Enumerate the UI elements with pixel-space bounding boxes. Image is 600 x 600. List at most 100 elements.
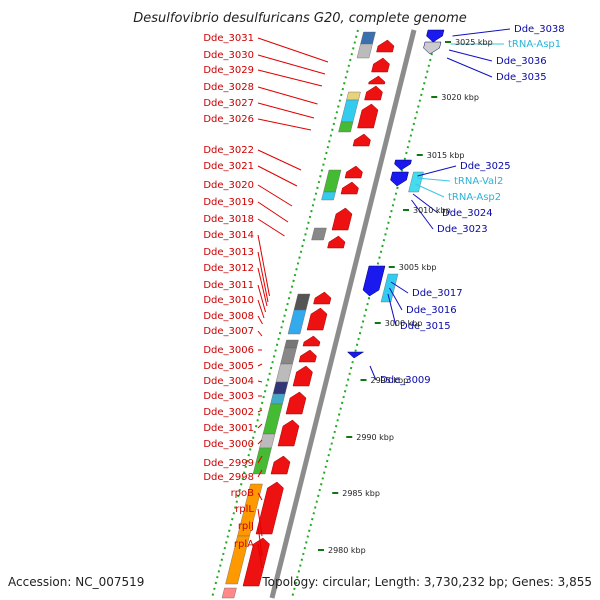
left-label-leader [257, 363, 263, 367]
right-label-leader [389, 287, 403, 311]
trna-label: tRNA-Asp1 [508, 39, 561, 50]
forward-gene-arrow [376, 39, 395, 53]
right-gene-label: Dde_3017 [412, 288, 463, 299]
forward-gene-arrow [270, 455, 291, 475]
forward-gene-arrow [255, 481, 284, 535]
reverse-gene-arrow [423, 41, 442, 55]
right-gene-labels: Dde_3038 tRNA-Asp1 Dde_3036 Dde_3035 Dde_302… [369, 24, 565, 386]
cog-color-band [272, 381, 289, 395]
right-gene-label: Dde_3023 [437, 224, 488, 235]
left-gene-label: Dde_3018 [203, 214, 254, 225]
left-label-leader [257, 267, 268, 307]
left-gene-label: Dde_3000 [203, 439, 254, 450]
cog-color-band [225, 535, 250, 585]
right-gene-label: Dde_3009 [380, 375, 431, 386]
left-label-leader [257, 492, 263, 501]
forward-gene-arrow [327, 235, 346, 249]
cog-color-band [259, 433, 276, 449]
right-gene-label: Dde_3025 [460, 161, 511, 172]
cog-color-band [270, 393, 286, 405]
left-label-leader [257, 525, 263, 557]
scale-tick-label: 3025 kbp [455, 38, 493, 47]
right-gene-label: Dde_3035 [496, 72, 547, 83]
trna-label: tRNA-Val2 [454, 176, 503, 187]
forward-gene-arrow [277, 419, 300, 447]
left-gene-label: Dde_3022 [203, 145, 254, 156]
cog-color-band [293, 293, 311, 311]
left-label-leader [257, 37, 329, 63]
right-label-leader [446, 57, 493, 78]
forward-gene-arrow [357, 103, 379, 129]
forward-gene-arrow [340, 181, 359, 195]
reverse-gene-arrow [346, 351, 365, 359]
right-label-leader [387, 293, 397, 327]
cog-color-band [284, 339, 299, 349]
left-gene-label: Dde_3028 [203, 82, 254, 93]
right-label-leader [369, 365, 377, 381]
cog-color-band [262, 403, 283, 435]
left-label-leader [257, 218, 285, 237]
genome-backbone [269, 29, 417, 599]
cog-color-band [360, 31, 376, 45]
scale-tick-label: 2985 kbp [342, 489, 380, 498]
left-gene-label: Dde_3020 [203, 180, 254, 191]
scale-tick-label: 3000 kbp [385, 319, 423, 328]
left-label-leader [257, 284, 266, 313]
left-gene-label: Dde_3021 [203, 161, 254, 172]
left-gene-label: Dde_3012 [203, 263, 254, 274]
reverse-gene-arrow [394, 159, 412, 171]
left-label-leader [257, 234, 270, 297]
left-gene-label: Dde_3010 [203, 295, 254, 306]
right-label-leader [417, 165, 457, 177]
left-label-leader [257, 423, 263, 429]
reverse-gene-arrow [426, 29, 445, 43]
reverse-gene-arrow [390, 171, 409, 187]
forward-gene-arrow [285, 391, 307, 415]
outer-tick-ring [291, 29, 439, 599]
cog-color-band [252, 447, 272, 475]
right-label-leader [448, 49, 493, 62]
left-label-leader [257, 54, 326, 75]
left-gene-label: rplJ [238, 521, 254, 532]
cog-color-band [346, 91, 361, 101]
left-label-leader [257, 299, 265, 319]
left-gene-label: Dde_3004 [203, 376, 254, 387]
left-gene-label: Dde_2999 [203, 458, 254, 469]
left-gene-label: Dde_3014 [203, 230, 254, 241]
scale-tick-label: 3005 kbp [399, 263, 437, 272]
cog-color-band [287, 309, 307, 335]
left-gene-label: Dde_3011 [203, 280, 254, 291]
left-gene-label: Dde_3031 [203, 33, 254, 44]
left-label-leader [257, 86, 318, 105]
right-gene-label: Dde_3016 [406, 305, 457, 316]
forward-gene-arrow [331, 207, 353, 231]
left-gene-label: Dde_2998 [203, 472, 254, 483]
scale-tick-label: 3015 kbp [427, 151, 465, 160]
left-label-leader [257, 439, 263, 445]
trna-label: tRNA-Asp2 [448, 192, 501, 203]
scale-tick-label: 2980 kbp [328, 546, 366, 555]
left-label-leader [257, 251, 269, 303]
cog-color-band [221, 587, 237, 599]
left-label-leader [257, 69, 323, 87]
cog-color-band [321, 191, 336, 201]
scale-tick-label: 3010 kbp [413, 206, 451, 215]
left-gene-label: Dde_3001 [203, 423, 254, 434]
left-gene-label: Dde_3027 [203, 98, 254, 109]
right-gene-label: Dde_3038 [514, 24, 565, 35]
left-gene-label: Dde_3019 [203, 197, 254, 208]
right-label-leader [452, 28, 511, 37]
right-label-leader [415, 183, 445, 198]
left-label-leader [257, 380, 263, 383]
left-label-leader [257, 315, 263, 325]
right-gene-label: Dde_3036 [496, 56, 547, 67]
left-label-leader [257, 165, 298, 187]
left-label-leader [257, 184, 293, 207]
cog-color-band [275, 363, 293, 383]
cog-color-band [311, 227, 327, 241]
forward-gene-arrow [364, 85, 383, 101]
left-label-leader [257, 409, 263, 413]
right-label-leader [416, 177, 451, 182]
accession-text: Accession: NC_007519 [8, 575, 144, 589]
